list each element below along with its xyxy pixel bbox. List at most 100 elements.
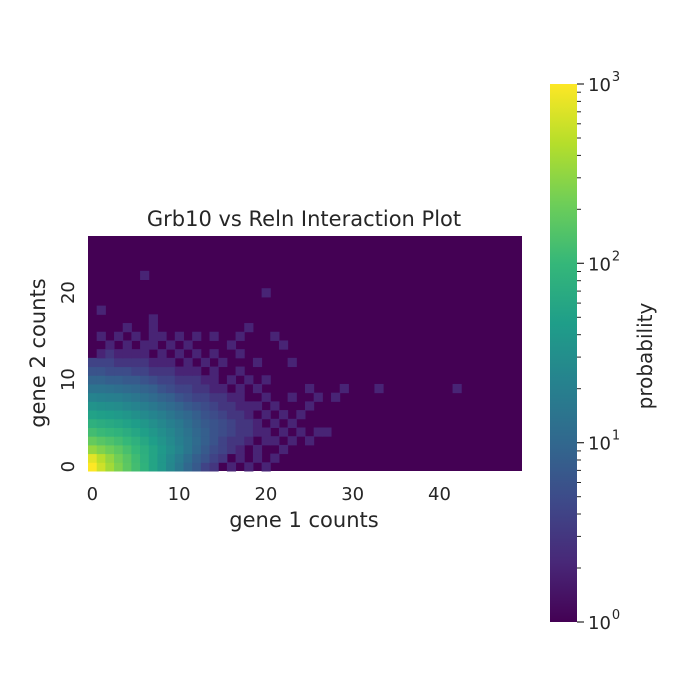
heatmap-cell [166,410,176,420]
colorbar-tick-label: 102 [588,249,620,275]
heatmap-cell [296,410,306,420]
heatmap-cell [148,366,158,376]
heatmap-cell [209,366,219,376]
heatmap-cell [148,331,158,341]
heatmap-cell [88,436,98,446]
heatmap-cell [88,462,98,472]
heatmap-cell [131,392,141,402]
heatmap-cell [183,444,193,455]
heatmap-cell [209,349,219,359]
colorbar-tick-base: 10 [588,613,611,634]
heatmap-cell [131,427,141,437]
heatmap-cell [174,349,184,359]
heatmap-cell [174,453,184,463]
heatmap-cell [244,375,254,385]
heatmap-cell [209,375,219,385]
heatmap-cell [140,340,150,350]
heatmap-cell [131,436,141,446]
heatmap-cell [157,401,167,411]
heatmap-cell [183,392,193,402]
heatmap-cell [140,427,150,437]
heatmap-cell [88,453,98,463]
heatmap-cell [252,418,263,428]
heatmap-cell [200,357,211,368]
heatmap-cell [218,427,228,437]
heatmap-cell [96,401,106,411]
heatmap-cell [148,314,158,324]
heatmap-cell [114,392,124,402]
heatmap-cell [157,462,167,472]
heatmap-cell [105,357,115,368]
heatmap-cell [157,392,167,402]
heatmap-cell [114,418,124,428]
heatmap-cell [166,462,176,472]
heatmap-cell [270,401,280,411]
heatmap-cell [183,375,193,385]
heatmap-cell [287,392,297,402]
heatmap-cell [218,418,228,428]
heatmap-cell [209,401,219,411]
heatmap-cell [183,340,193,350]
heatmap-cell [157,427,167,437]
heatmap-cell [183,462,193,472]
heatmap-cell [140,349,150,359]
heatmap-cell [88,392,98,402]
x-tick-label: 20 [254,484,277,505]
heatmap-cell [96,418,106,428]
heatmap-cell [122,323,132,333]
heatmap-cell [261,462,271,472]
heatmap-cell [157,383,167,394]
heatmap-cell [157,331,167,341]
heatmap-cell [305,383,315,394]
heatmap-cell [183,357,193,368]
heatmap-cell [105,366,115,376]
heatmap-cell [209,436,219,446]
heatmap-cell [183,401,193,411]
heatmap-cell [140,436,150,446]
heatmap-cell [166,375,176,385]
heatmap-cell [157,375,167,385]
colorbar-tick-base: 10 [588,434,611,455]
heatmap-cell [122,418,132,428]
heatmap-cell [114,462,124,472]
x-axis-ticks: 0 10 20 30 40 [87,484,451,505]
heatmap-cell [131,401,141,411]
heatmap-cell [183,427,193,437]
heatmap-cell [192,392,202,402]
heatmap-cell [96,410,106,420]
heatmap-cell [192,436,202,446]
heatmap-cell [278,340,289,350]
heatmap-cell [209,392,219,402]
heatmap-cell [114,375,124,385]
heatmap-cell [200,444,211,455]
heatmap-cell [96,444,106,455]
heatmap-cell [313,427,323,437]
heatmap-cell [122,436,132,446]
heatmap-cell [148,323,158,333]
heatmap-cell [88,410,98,420]
heatmap-cell [148,401,158,411]
heatmap-cell [452,383,462,394]
heatmap-cell [192,366,202,376]
x-tick-label: 40 [428,484,451,505]
heatmap-cell [244,418,254,428]
heatmap-cell [96,392,106,402]
heatmap-cell [192,383,202,394]
colorbar-tick-label: 101 [588,429,620,455]
heatmap-cell [183,436,193,446]
heatmap-cell [148,410,158,420]
heatmap-cell [226,462,237,472]
heatmap-cell [157,349,167,359]
heatmap-cell [200,383,211,394]
heatmap-cell [244,427,254,437]
heatmap-cell [166,427,176,437]
heatmap-cell [174,410,184,420]
heatmap-cell [122,453,132,463]
heatmap-cell [114,444,124,455]
heatmap-cell [339,383,349,394]
y-tick-label: 10 [58,368,79,391]
heatmap-cell [226,375,237,385]
heatmap-cells [88,236,522,472]
heatmap-cell [200,462,211,472]
